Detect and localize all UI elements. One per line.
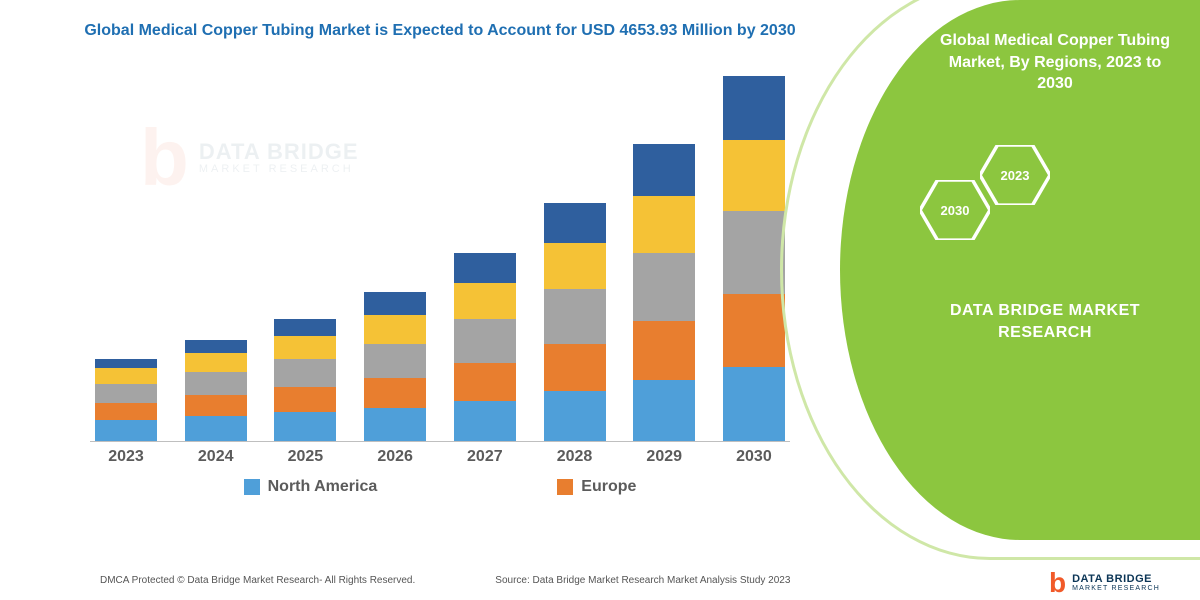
bar-column [539, 203, 611, 440]
bar-column [718, 76, 790, 441]
x-axis-label: 2030 [718, 448, 790, 466]
bar-segment [364, 408, 426, 440]
hexagon-2023: 2023 [980, 145, 1050, 207]
bar-segment [95, 368, 157, 383]
x-axis-label: 2027 [449, 448, 521, 466]
bar-segment [723, 367, 785, 441]
bar-segment [633, 321, 695, 380]
footer-copyright: DMCA Protected © Data Bridge Market Rese… [100, 575, 415, 586]
bar-segment [723, 140, 785, 210]
bar-segment [723, 211, 785, 295]
bar-column [269, 319, 341, 441]
x-axis-label: 2028 [539, 448, 611, 466]
hexagon-group: 2030 2023 [900, 140, 1180, 260]
x-axis-label: 2025 [269, 448, 341, 466]
sidebar-brand: DATA BRIDGE MARKET RESEARCH [910, 300, 1180, 345]
bar-column [90, 359, 162, 441]
chart-legend: North America Europe [80, 478, 800, 496]
bar-segment [633, 380, 695, 441]
footer-logo: b DATA BRIDGE MARKET RESEARCH [1049, 572, 1160, 594]
bar-segment [274, 319, 336, 336]
bar-segment [185, 353, 247, 372]
bar-segment [185, 395, 247, 416]
x-axis-label: 2024 [180, 448, 252, 466]
bar-segment [454, 401, 516, 441]
bar-segment [633, 253, 695, 321]
x-axis-label: 2029 [628, 448, 700, 466]
bar-segment [95, 403, 157, 420]
bar-segment [95, 384, 157, 403]
logo-text: DATA BRIDGE [1072, 574, 1160, 586]
bar-column [449, 253, 521, 441]
chart-area [90, 62, 790, 442]
chart-panel: Global Medical Copper Tubing Market is E… [0, 0, 830, 560]
bar-segment [95, 359, 157, 369]
hex-label-right: 2023 [1001, 168, 1030, 183]
bar-segment [185, 416, 247, 441]
bar-segment [274, 359, 336, 388]
bar-column [180, 340, 252, 441]
bar-segment [185, 340, 247, 353]
bar-column [628, 144, 700, 440]
footer: DMCA Protected © Data Bridge Market Rese… [0, 560, 1200, 600]
bar-segment [274, 412, 336, 441]
bar-segment [544, 203, 606, 243]
bar-segment [723, 76, 785, 141]
legend-label: Europe [581, 478, 636, 496]
bar-segment [364, 344, 426, 378]
bar-segment [274, 336, 336, 359]
x-axis-label: 2026 [359, 448, 431, 466]
bar-segment [544, 344, 606, 392]
bar-segment [544, 289, 606, 344]
bar-segment [185, 372, 247, 395]
legend-label: North America [268, 478, 378, 496]
bar-segment [723, 294, 785, 366]
bar-segment [544, 243, 606, 289]
x-axis-label: 2023 [90, 448, 162, 466]
sidebar-title: Global Medical Copper Tubing Market, By … [930, 30, 1180, 95]
bar-segment [454, 253, 516, 283]
bar-segment [544, 391, 606, 440]
chart-title: Global Medical Copper Tubing Market is E… [80, 20, 800, 42]
bars-container [90, 62, 790, 442]
bar-segment [364, 315, 426, 344]
bar-segment [364, 292, 426, 315]
bar-segment [633, 144, 695, 195]
bar-segment [274, 387, 336, 412]
bar-segment [364, 378, 426, 408]
bar-segment [454, 319, 516, 363]
brand-line1: DATA BRIDGE MARKET [910, 300, 1180, 322]
bar-column [359, 292, 431, 440]
footer-source: Source: Data Bridge Market Research Mark… [495, 575, 790, 586]
sidebar-panel: Global Medical Copper Tubing Market, By … [840, 0, 1200, 540]
hex-label-left: 2030 [941, 203, 970, 218]
legend-item: North America [244, 478, 378, 496]
legend-swatch [557, 479, 573, 495]
brand-line2: RESEARCH [910, 322, 1180, 344]
legend-swatch [244, 479, 260, 495]
bar-segment [633, 196, 695, 253]
x-axis: 2023 2024 2025 2026 2027 2028 2029 2030 [90, 448, 790, 466]
bar-segment [454, 283, 516, 319]
bar-segment [95, 420, 157, 441]
legend-item: Europe [557, 478, 636, 496]
logo-subtext: MARKET RESEARCH [1072, 585, 1160, 592]
bar-segment [454, 363, 516, 401]
logo-glyph-icon: b [1049, 572, 1066, 594]
